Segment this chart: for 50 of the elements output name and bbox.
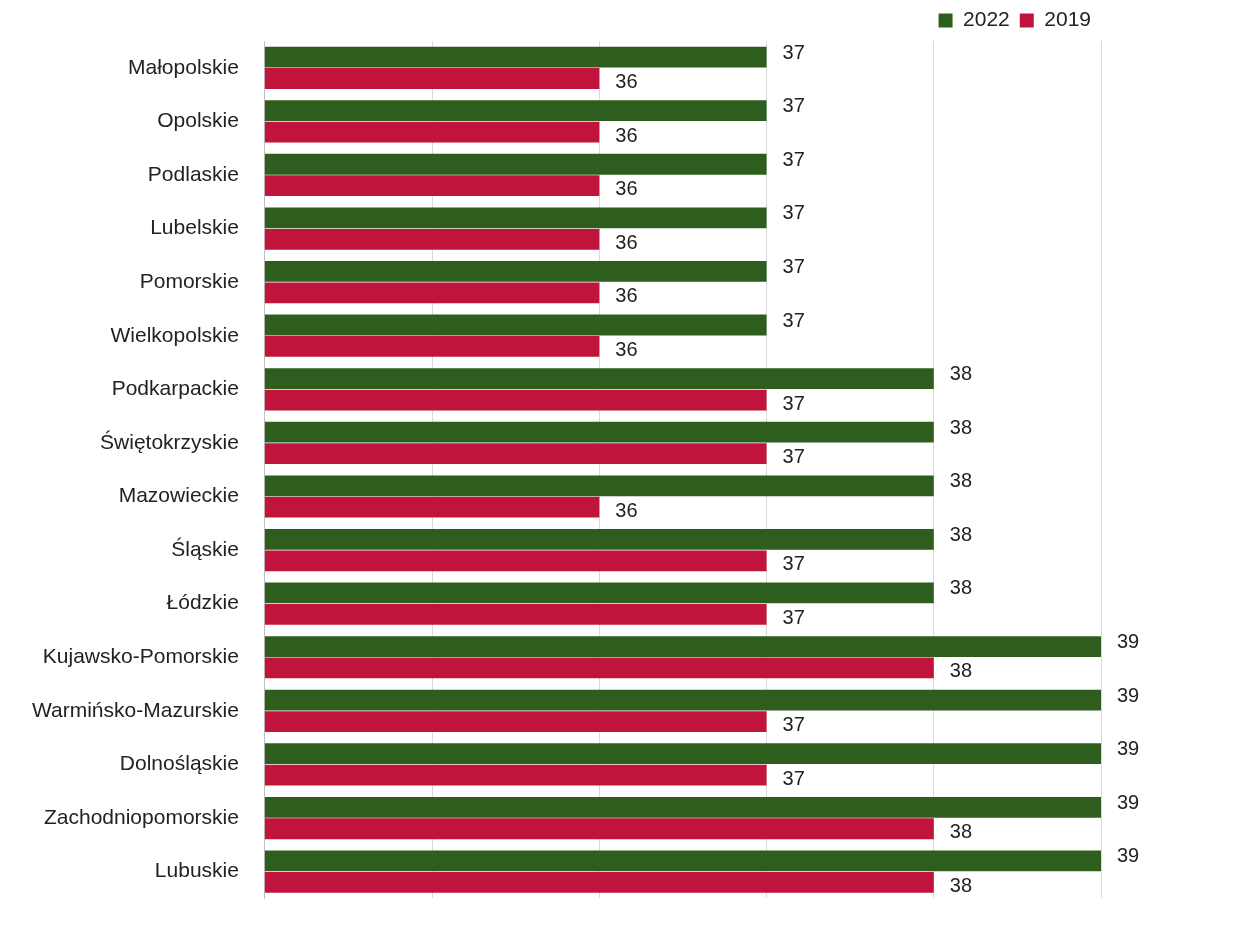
data-label: 38 (949, 415, 973, 438)
data-label: 37 (782, 147, 805, 170)
data-label: 38 (949, 820, 973, 843)
data-label: 37 (782, 445, 805, 468)
data-label: 39 (1117, 737, 1140, 760)
y-tick-label: Pomorskie (139, 268, 239, 292)
data-label: 37 (782, 94, 805, 117)
data-label: 37 (782, 201, 805, 224)
data-label: 39 (1117, 683, 1140, 706)
data-label: 36 (615, 284, 638, 307)
y-tick-label: Dolnośląskie (119, 751, 239, 775)
data-label: 37 (782, 605, 805, 628)
data-label: 38 (949, 362, 973, 385)
y-tick-label: Warmińsko-Mazurskie (31, 697, 239, 721)
y-tick-label: Śląskie (171, 536, 239, 560)
data-label: 37 (782, 766, 805, 789)
data-label: 36 (615, 337, 638, 360)
data-label: 36 (615, 230, 638, 253)
data-label: 38 (949, 469, 973, 492)
legend-label: 2019 (1044, 7, 1091, 31)
legend-label: 2022 (963, 7, 1010, 31)
y-tick-label: Opolskie (157, 108, 239, 132)
y-tick-label: Podkarpackie (111, 376, 239, 400)
y-tick-label: Zachodniopomorskie (43, 804, 239, 828)
data-label: 38 (949, 873, 973, 896)
y-tick-label: Świętokrzyskie (100, 429, 239, 453)
data-label: 39 (1117, 844, 1140, 867)
data-label: 36 (615, 498, 638, 521)
data-label: 39 (1117, 630, 1140, 653)
y-tick-label: Lubelskie (150, 215, 239, 239)
data-label: 37 (782, 552, 805, 575)
data-label: 38 (949, 659, 973, 682)
y-tick-label: Lubuskie (154, 858, 239, 882)
data-label: 37 (782, 391, 805, 414)
data-label: 38 (949, 576, 973, 599)
y-tick-label: Wielkopolskie (110, 322, 239, 346)
data-label: 37 (782, 40, 805, 63)
data-label: 36 (615, 177, 638, 200)
data-label: 37 (782, 254, 805, 277)
y-tick-label: Małopolskie (128, 54, 239, 78)
y-tick-label: Kujawsko-Pomorskie (42, 644, 239, 668)
data-label: 36 (615, 123, 638, 146)
data-label: 39 (1117, 790, 1140, 813)
data-label: 37 (782, 308, 805, 331)
data-label: 36 (615, 70, 638, 93)
y-tick-label: Podlaskie (147, 161, 239, 185)
y-tick-label: Mazowieckie (118, 483, 239, 507)
data-label: 38 (949, 522, 973, 545)
y-tick-label: Łódzkie (166, 590, 239, 614)
data-label: 37 (782, 713, 805, 736)
